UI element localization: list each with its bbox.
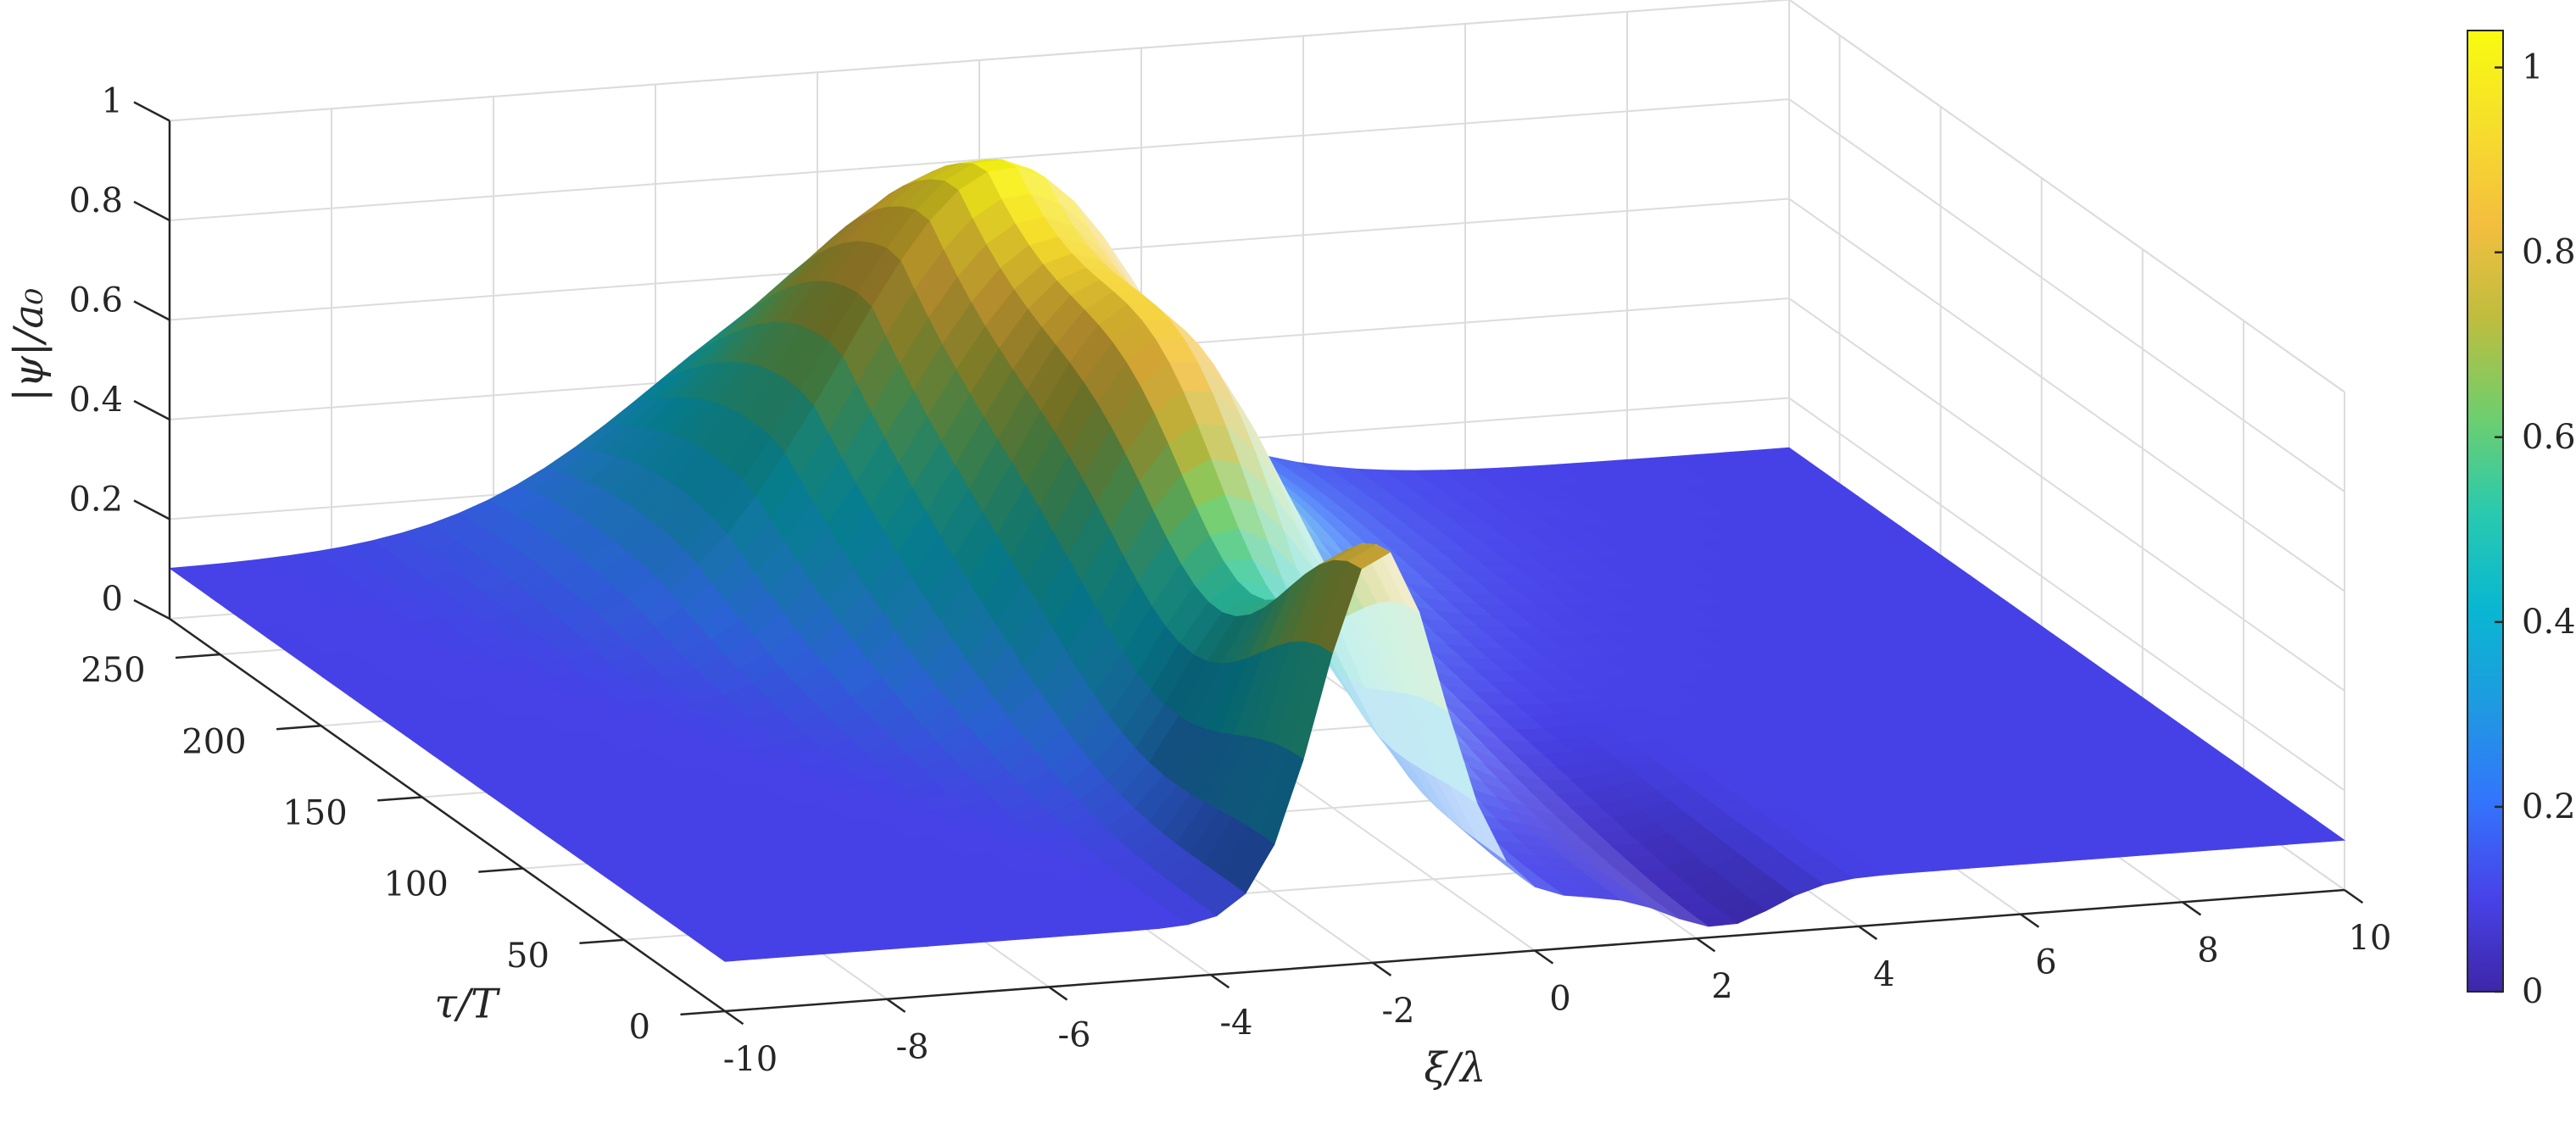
xi-tick-mark (2182, 901, 2202, 916)
z-tick-mark (133, 499, 170, 520)
z-tick-label: 0 (102, 580, 123, 619)
colorbar: 0 0.2 0.4 0.6 0.8 1 (2467, 30, 2576, 1011)
side-wall-grid-line (1788, 98, 2345, 492)
box-edge (169, 0, 1790, 122)
tau-tick-label: 100 (383, 865, 448, 904)
z-tick-label: 0.8 (69, 181, 123, 220)
side-wall-grid-line (1788, 197, 2345, 592)
colorbar-tick-label: 0.8 (2522, 233, 2576, 272)
z-tick-label: 0.2 (69, 481, 123, 520)
xi-tick-mark (1372, 961, 1392, 976)
side-wall-grid-line (1788, 298, 2345, 692)
surface-layer (168, 159, 2346, 962)
box-edge (1788, 0, 2345, 393)
xi-tick-label: 2 (1711, 967, 1732, 1006)
z-tick-mark (133, 598, 170, 620)
colorbar-tick-label: 0.6 (2522, 418, 2576, 457)
colorbar-tick-label: 1 (2522, 48, 2543, 87)
xi-tick-mark (1696, 937, 1716, 953)
xi-axis-title: ξ/λ (1424, 1044, 1486, 1092)
z-tick-mark (133, 200, 170, 222)
back-wall-grid-line (169, 98, 1790, 221)
xi-tick-mark (724, 1009, 744, 1026)
xi-tick-mark (2344, 888, 2364, 904)
z-tick-label: 1 (102, 82, 123, 121)
tau-tick-mark (175, 653, 220, 659)
z-tick-label: 0.4 (69, 381, 123, 420)
colorbar-tick-label: 0.4 (2522, 603, 2576, 642)
tau-tick-label: 250 (81, 651, 145, 690)
z-axis-title: |ψ|/a₀ (5, 288, 53, 402)
tau-tick-label: 200 (181, 722, 246, 761)
xi-tick-mark (1534, 949, 1554, 965)
z-tick-label: 0.6 (69, 281, 123, 320)
xi-tick-label: 0 (1549, 980, 1570, 1019)
tau-tick-mark (276, 725, 321, 731)
tau-tick-label: 0 (629, 1008, 650, 1047)
z-tick-mark (133, 399, 170, 421)
tau-tick-label: 50 (506, 937, 549, 976)
xi-tick-mark (1210, 974, 1230, 989)
xi-tick-label: 6 (2035, 943, 2056, 982)
tau-tick-mark (579, 938, 625, 944)
xi-tick-mark (1858, 925, 1878, 941)
xi-tick-mark (886, 998, 906, 1013)
tau-tick-mark (478, 867, 523, 873)
tau-tick-mark (680, 1009, 726, 1016)
xi-tick-mark (2020, 913, 2040, 928)
side-wall-grid-line (1788, 397, 2345, 792)
xi-tick-label: 4 (1873, 955, 1894, 994)
xi-tick-label: -6 (1058, 1015, 1091, 1054)
z-tick-mark (133, 101, 170, 122)
z-tick-mark (133, 300, 170, 321)
colorbar-gradient (2467, 30, 2504, 993)
xi-tick-label: 10 (2349, 919, 2392, 958)
surface-patch (710, 948, 756, 962)
xi-tick-mark (1048, 986, 1068, 1001)
tau-tick-label: 150 (282, 793, 347, 832)
xi-tick-label: -8 (896, 1028, 929, 1067)
tau-axis-title: τ/T (434, 981, 500, 1028)
colorbar-tick-label: 0 (2522, 972, 2543, 1011)
axes-layer: -10 -8 -6 -4 -2 0 2 4 6 8 1005010015020025000.20.4… (5, 82, 2391, 1092)
xi-tick-label: -2 (1382, 992, 1415, 1031)
tau-tick-mark (377, 796, 422, 802)
tau-axis-line (169, 617, 726, 1013)
xi-tick-label: -4 (1220, 1004, 1253, 1043)
xi-tick-label: -10 (723, 1040, 778, 1079)
xi-tick-label: 8 (2197, 931, 2218, 970)
colorbar-tick-label: 0.2 (2522, 787, 2576, 826)
